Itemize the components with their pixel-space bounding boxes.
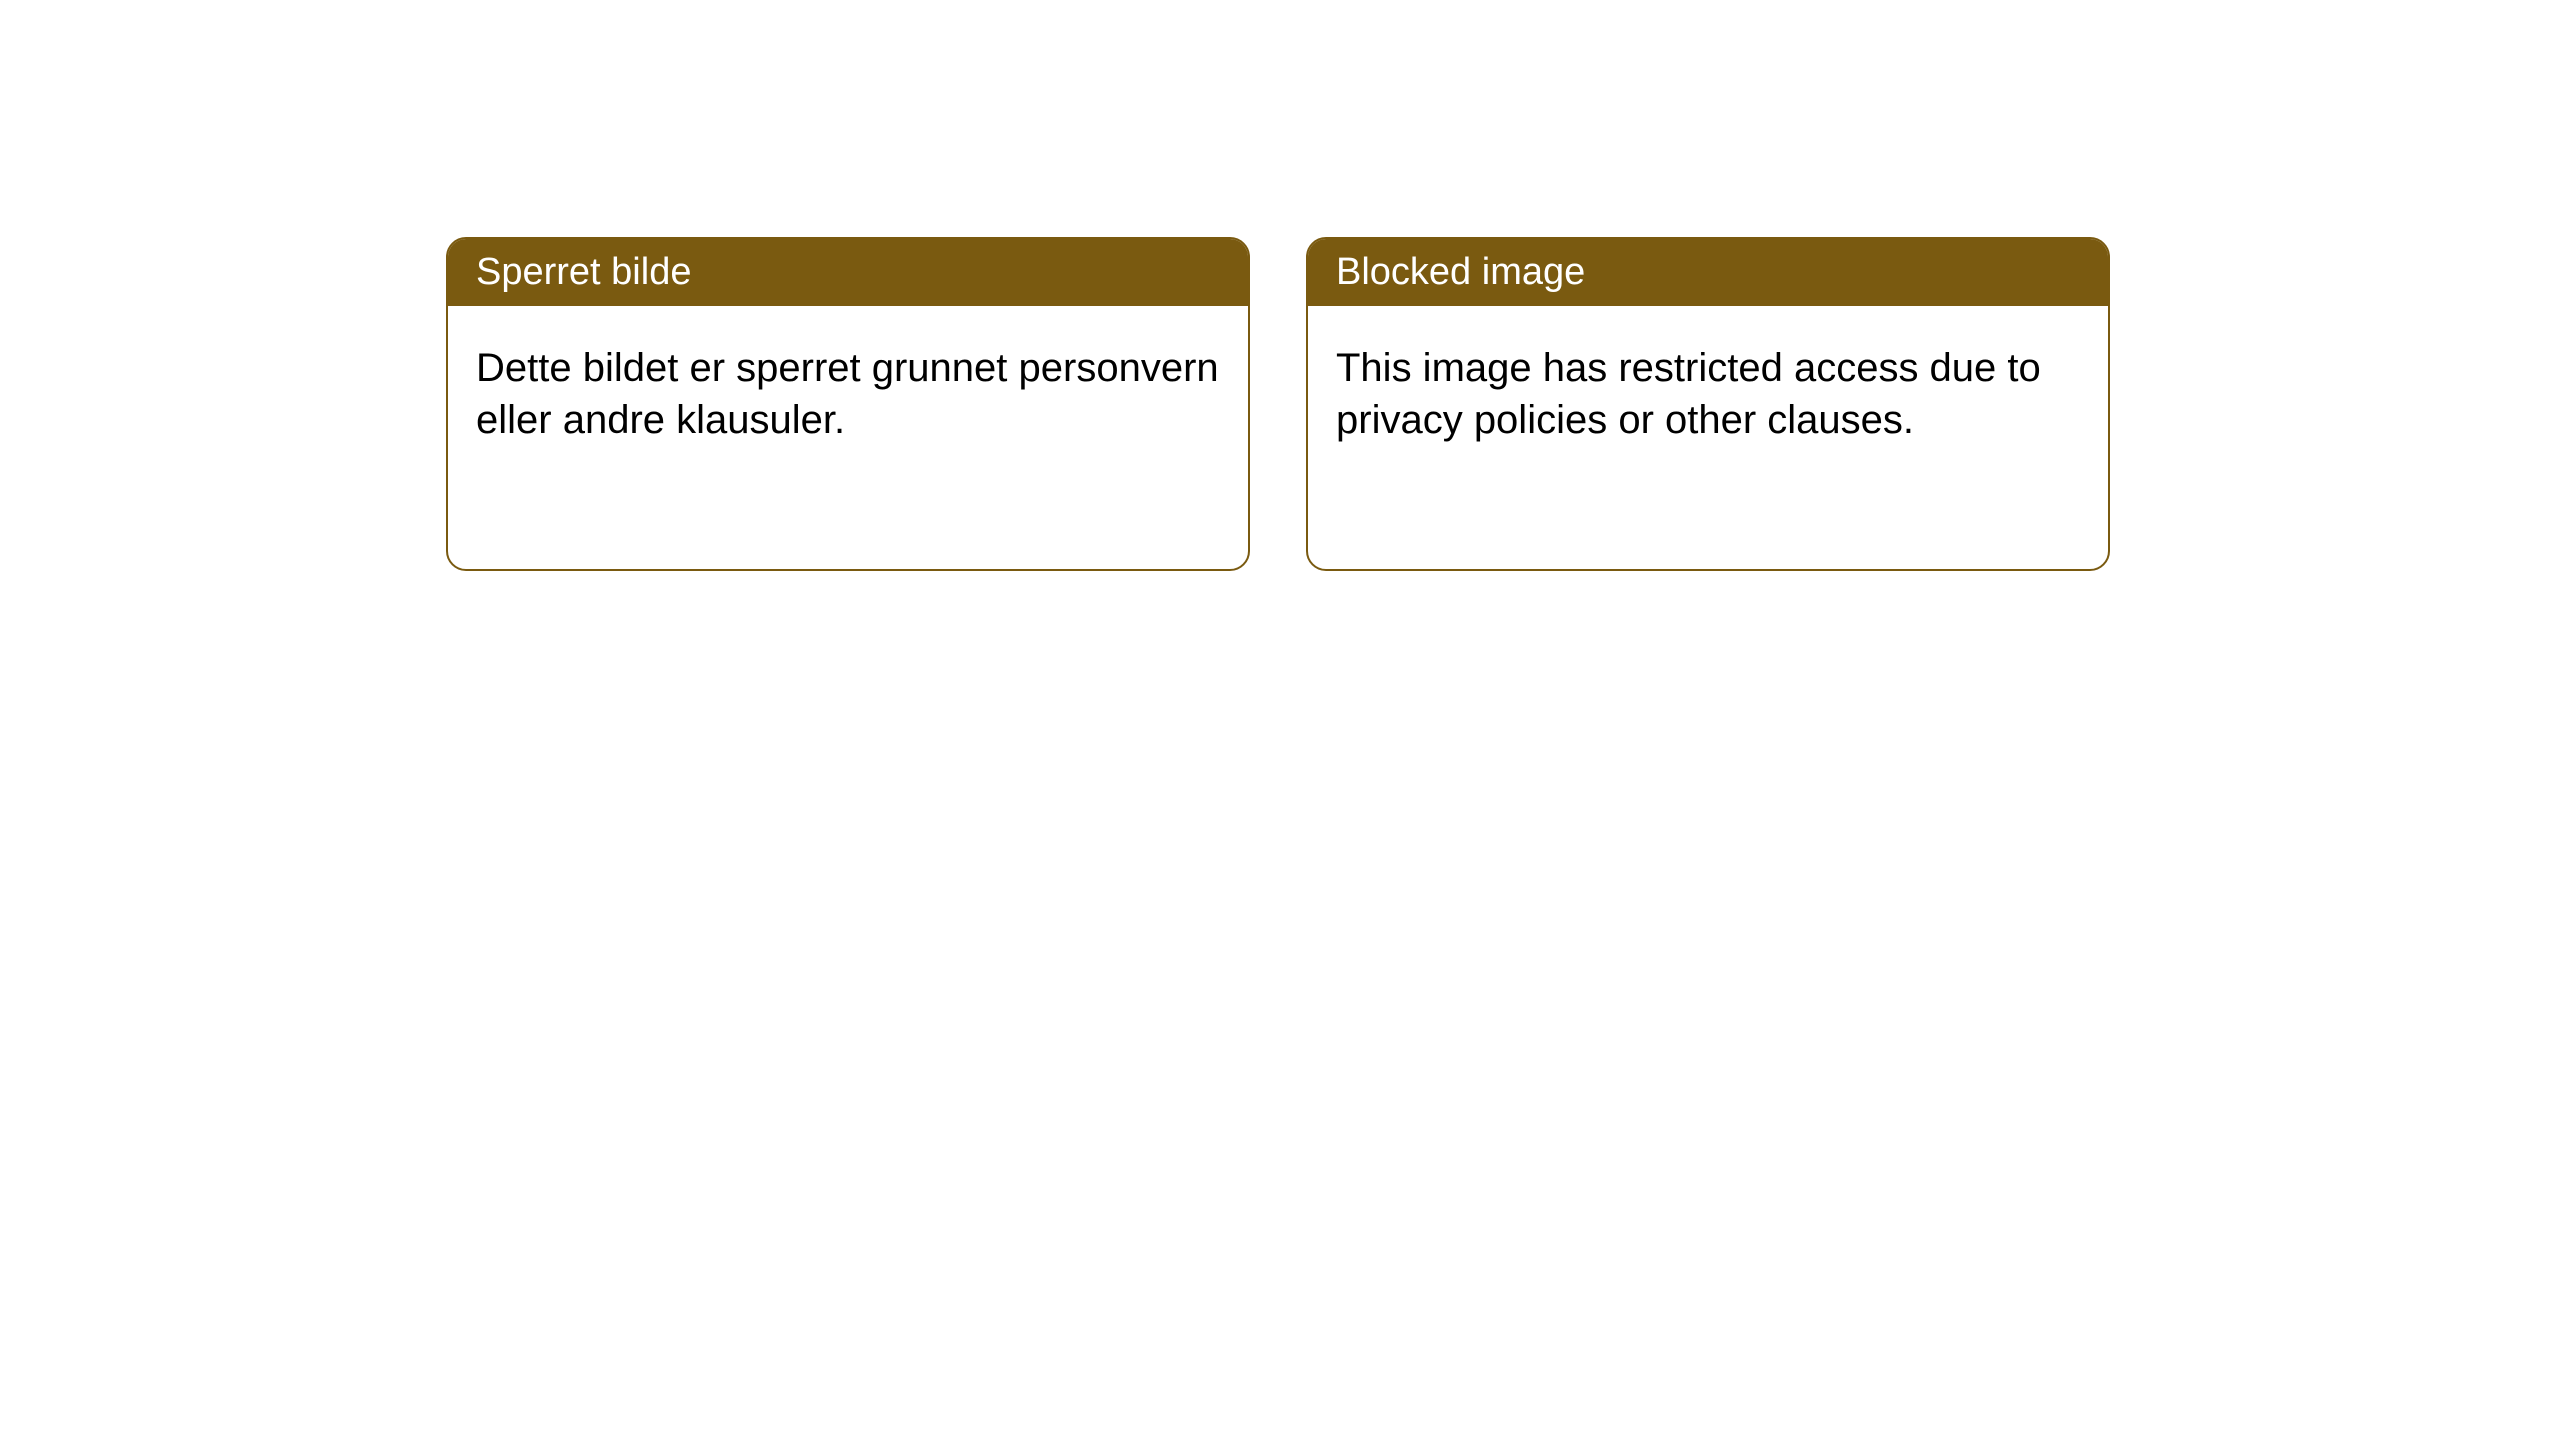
notice-card-english: Blocked image This image has restricted … [1306, 237, 2110, 571]
notice-card-body: This image has restricted access due to … [1308, 306, 2108, 482]
notice-card-body: Dette bildet er sperret grunnet personve… [448, 306, 1248, 482]
notice-card-title: Sperret bilde [448, 239, 1248, 306]
notice-card-title: Blocked image [1308, 239, 2108, 306]
notice-container: Sperret bilde Dette bildet er sperret gr… [0, 0, 2560, 571]
notice-card-norwegian: Sperret bilde Dette bildet er sperret gr… [446, 237, 1250, 571]
